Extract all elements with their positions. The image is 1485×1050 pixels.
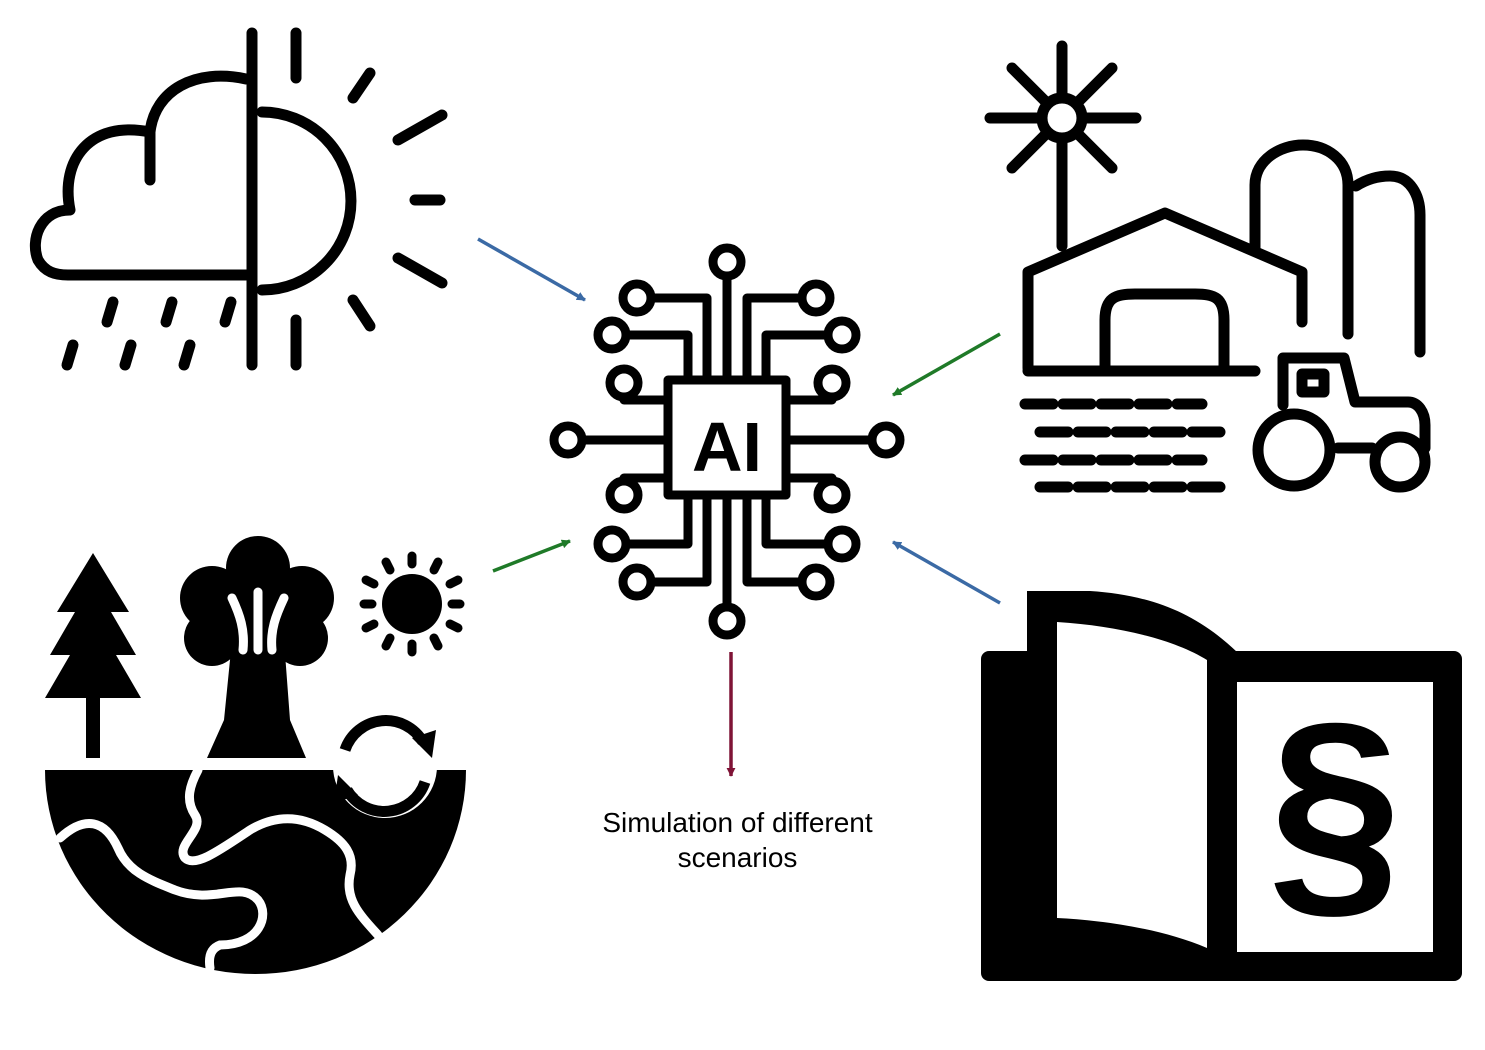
svg-text:§: § xyxy=(1268,673,1401,941)
weather-cloud-sun-rain-icon xyxy=(29,27,448,371)
arrow-environment-to-ai xyxy=(492,539,571,573)
arrow-law-to-ai xyxy=(892,540,1001,605)
output-caption-line1: Simulation of different xyxy=(602,807,873,838)
output-caption: Simulation of different scenarios xyxy=(560,805,915,875)
farm-barn-tractor-icon xyxy=(984,40,1431,493)
law-book-paragraph-icon: § xyxy=(981,591,1462,981)
ai-chip-icon xyxy=(549,243,905,640)
arrow-weather-to-ai xyxy=(477,237,586,302)
environment-earth-tree-sun-icon xyxy=(45,536,466,974)
arrow-farm-to-ai xyxy=(892,332,1001,397)
ai-chip-label: AI xyxy=(692,408,762,486)
output-caption-line2: scenarios xyxy=(677,842,798,873)
